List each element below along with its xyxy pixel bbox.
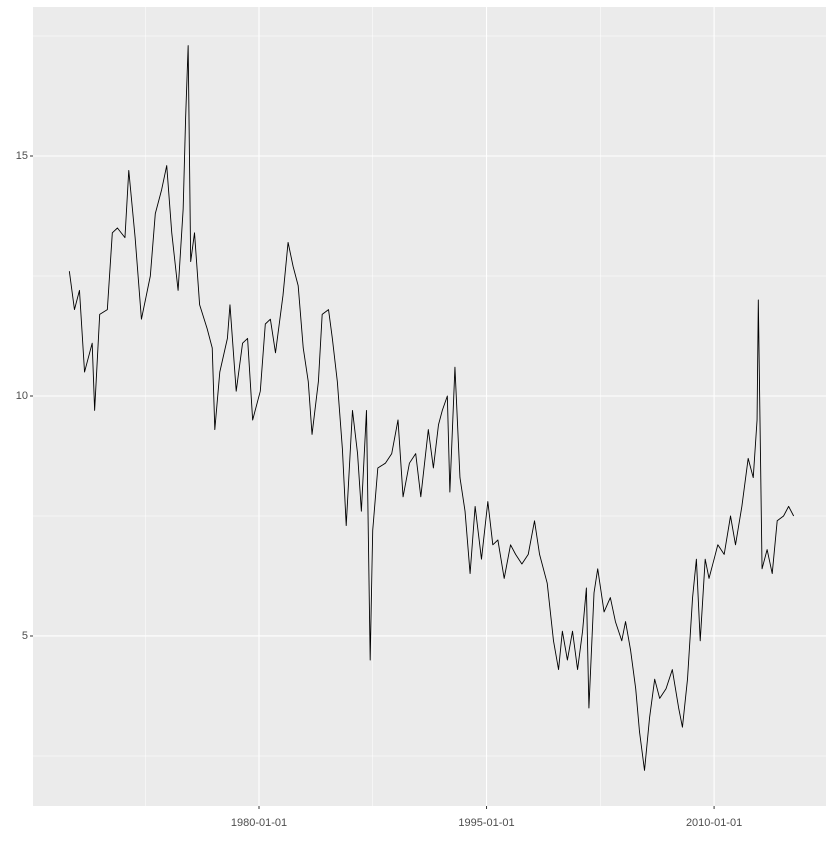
- y-tick-label: 5: [22, 630, 28, 642]
- x-tick-label: 2010-01-01: [686, 817, 742, 829]
- x-tick-label: 1980-01-01: [231, 817, 287, 829]
- x-tick-label: 1995-01-01: [458, 817, 514, 829]
- panel: [33, 7, 826, 806]
- y-tick-label: 15: [16, 150, 28, 162]
- y-tick-label: 10: [16, 390, 28, 402]
- line: [68, 45, 795, 771]
